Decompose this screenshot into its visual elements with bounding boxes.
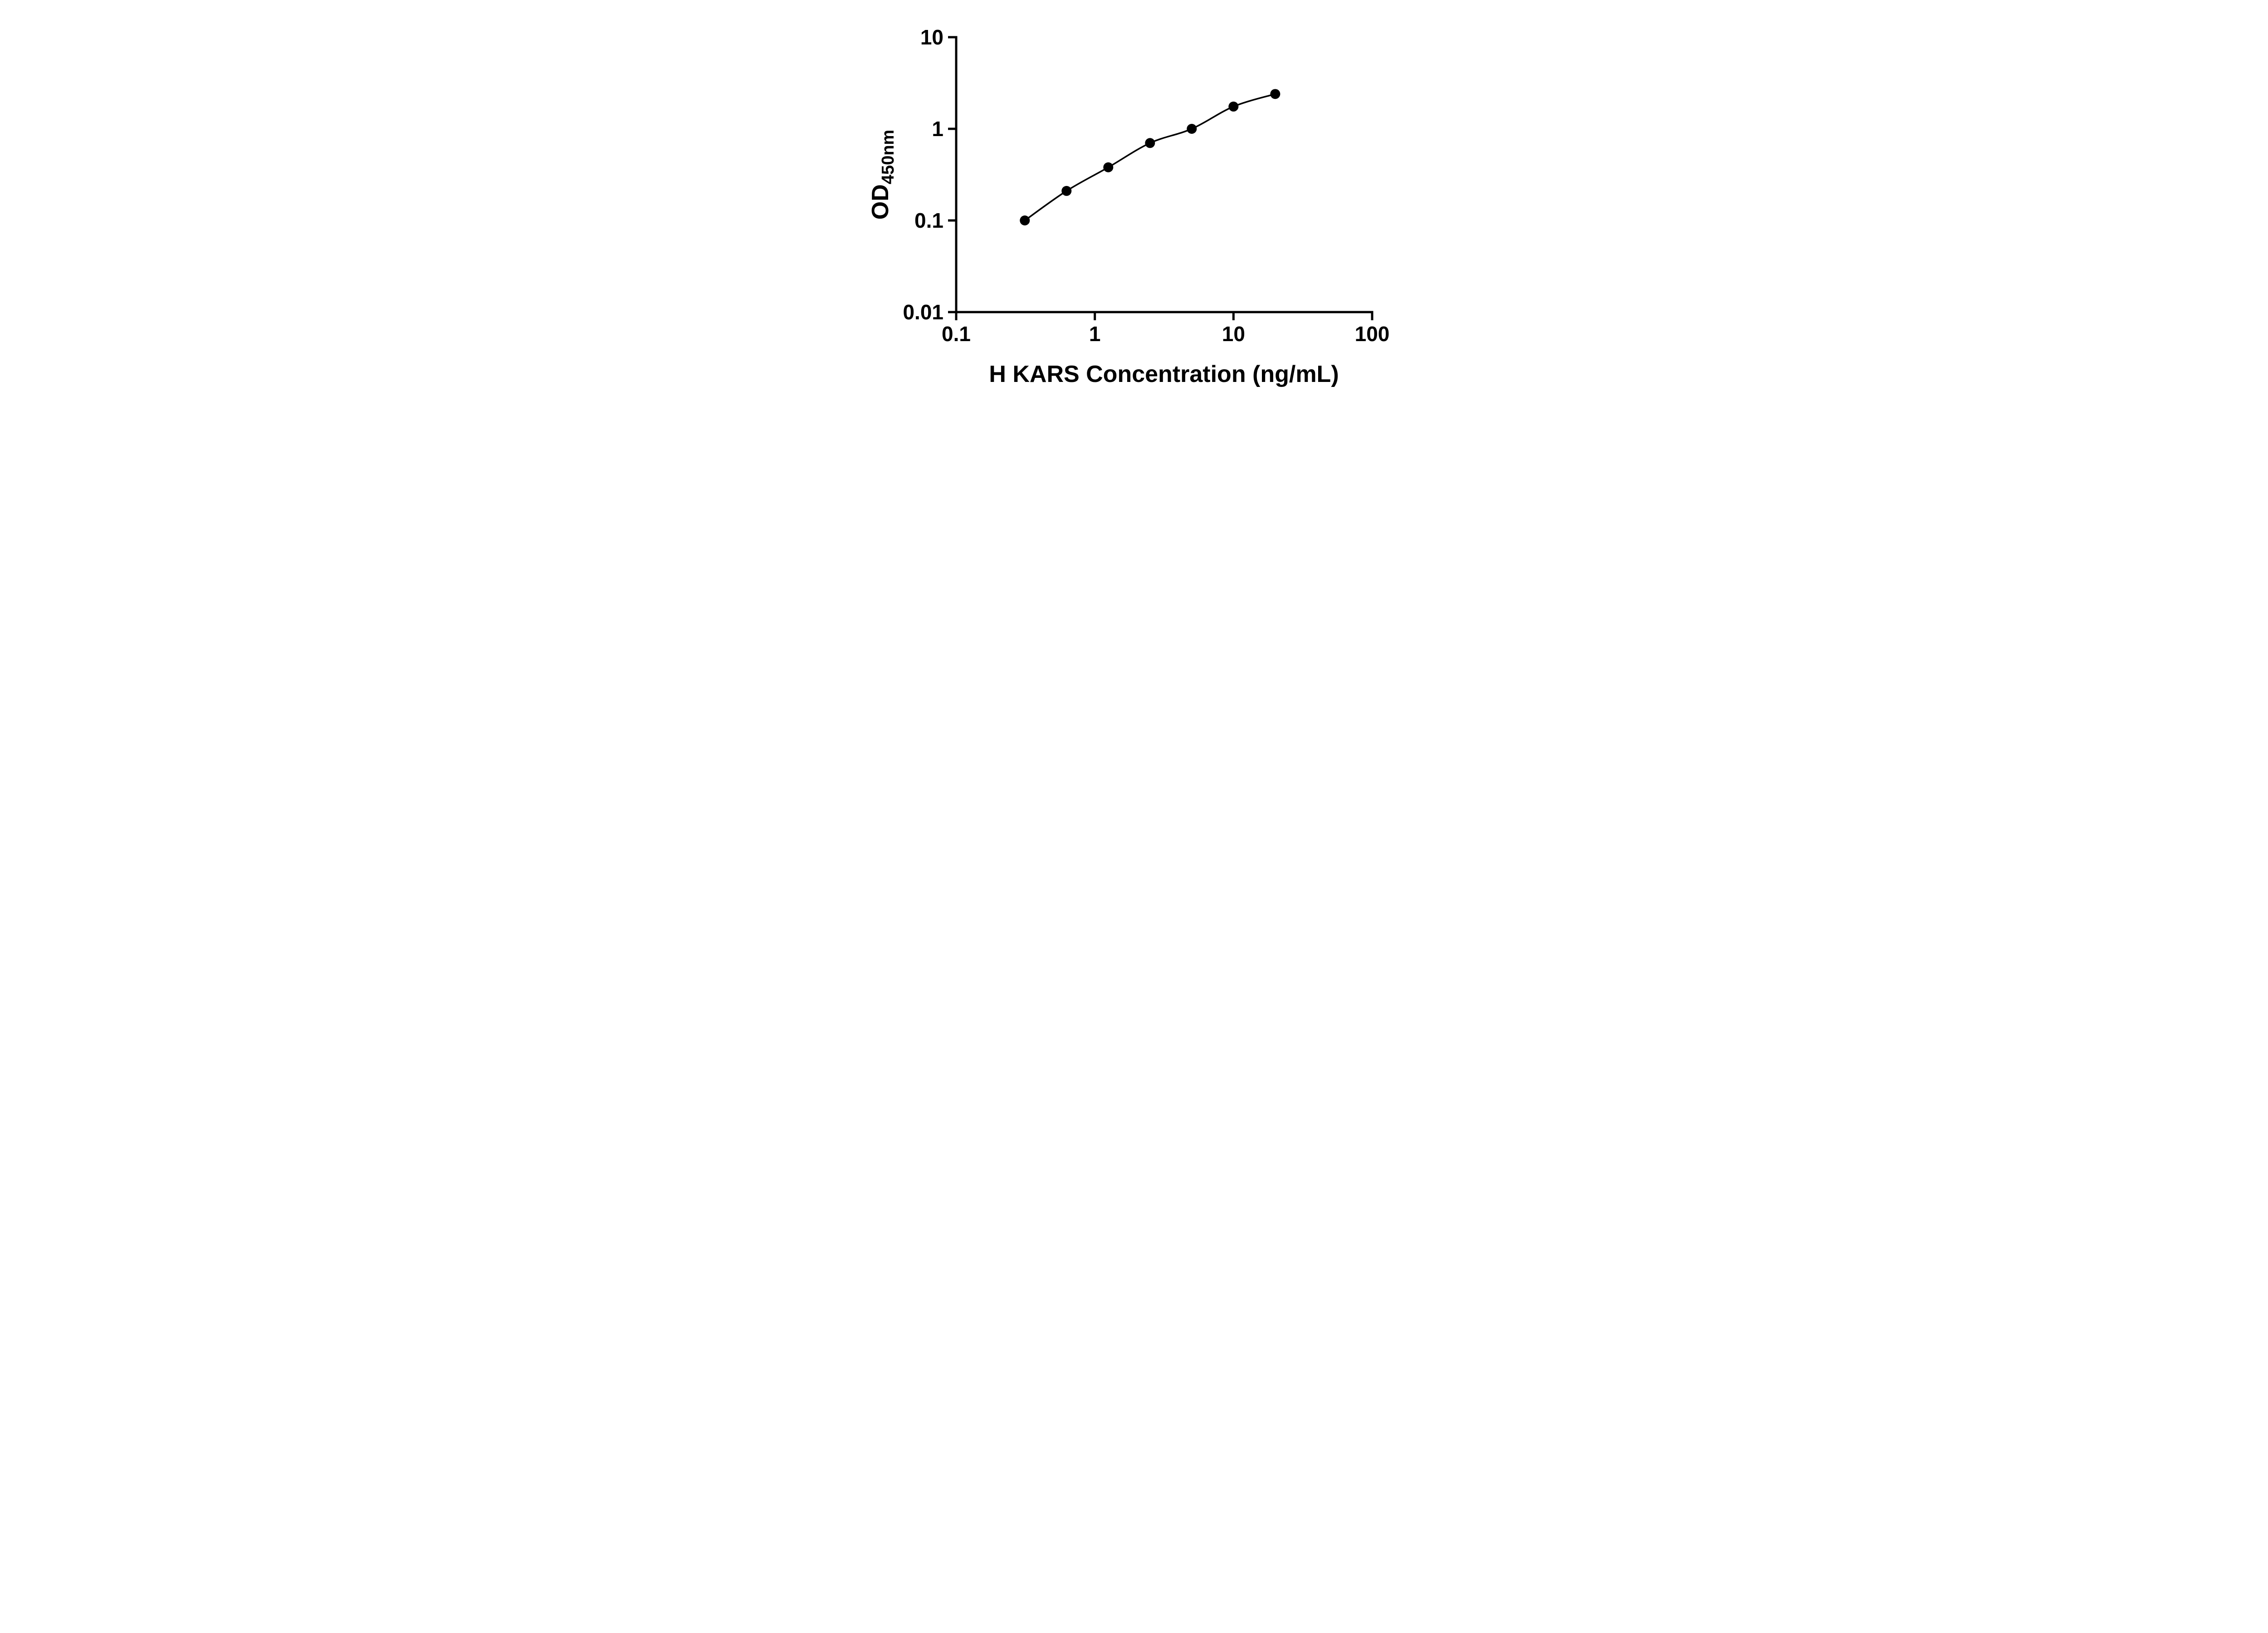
- data-point-marker: [1228, 101, 1238, 112]
- y-tick-label: 0.1: [914, 209, 943, 232]
- data-point-marker: [1103, 162, 1113, 172]
- data-point-marker: [1270, 89, 1280, 99]
- data-point-marker: [1186, 124, 1197, 134]
- y-axis-title-subscript: 450nm: [879, 130, 898, 184]
- x-axis-title: H KARS Concentration (ng/mL): [989, 361, 1339, 387]
- x-tick-label: 1: [1089, 322, 1100, 346]
- data-point-marker: [1019, 215, 1030, 225]
- standard-curve-figure: 0.1 1 10 100 0.01 0.1 1 10 H KARS Concentration…: [842, 0, 1426, 408]
- x-tick-label: 100: [1354, 322, 1389, 346]
- data-point-marker: [1144, 138, 1155, 148]
- x-tick-label: 0.1: [942, 322, 971, 346]
- fit-curve-line: [1024, 93, 1276, 221]
- y-tick-label: 0.01: [903, 300, 943, 324]
- x-tick-label: 10: [1222, 322, 1245, 346]
- y-axis-title: OD450nm: [867, 130, 898, 220]
- data-point-marker: [1061, 186, 1071, 196]
- y-tick-label: 1: [932, 117, 943, 141]
- y-tick-label: 10: [920, 25, 943, 49]
- data-series-layer: [1019, 89, 1280, 225]
- y-axis-title-main: OD: [867, 184, 894, 220]
